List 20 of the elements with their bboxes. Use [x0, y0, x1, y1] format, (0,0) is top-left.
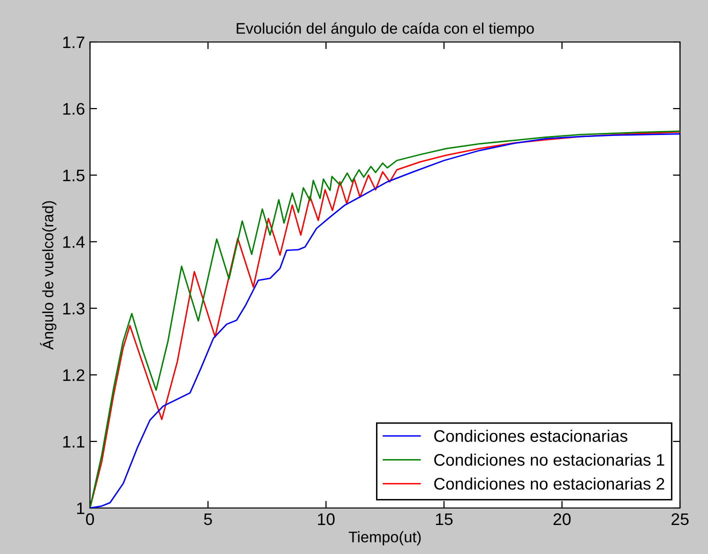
x-tick-label: 15 [436, 513, 453, 526]
x-tick-label: 0 [86, 513, 94, 526]
y-tick-label: 1.6 [63, 102, 84, 115]
x-axis-title: Tiempo(ut) [348, 531, 421, 546]
x-tick-label: 10 [318, 513, 335, 526]
y-tick-label: 1 [77, 502, 84, 514]
legend-label: Condiciones no estacionarias 1 [434, 454, 664, 466]
chart-title: Evolución del ángulo de caída con el tiempo [236, 22, 534, 37]
x-tick-label: 20 [554, 513, 571, 526]
legend-label: Condiciones no estacionarias 2 [434, 477, 664, 490]
y-axis-title: Ángulo de vuelco(rad) [40, 201, 56, 350]
y-tick-label: 1.7 [63, 36, 84, 48]
x-tick-label: 25 [672, 513, 689, 526]
y-tick-label: 1.2 [63, 369, 84, 381]
y-tick-label: 1.4 [63, 236, 85, 248]
y-tick-label: 1.5 [63, 170, 84, 182]
legend-label: Condiciones estacionarias [434, 430, 628, 442]
y-tick-label: 1.3 [63, 302, 84, 314]
x-tick-label: 5 [204, 513, 212, 526]
y-tick-label: 1.1 [63, 436, 84, 448]
